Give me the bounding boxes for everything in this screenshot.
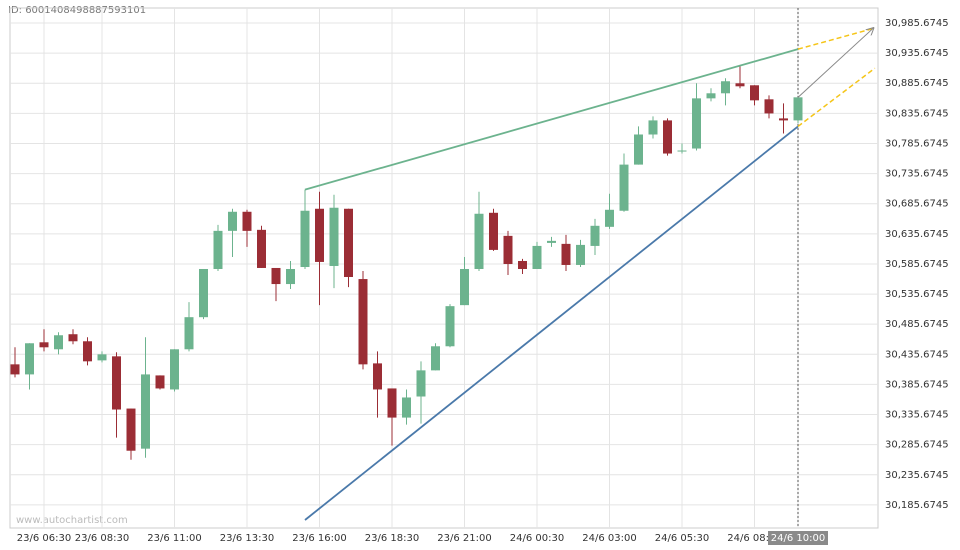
x-tick-label: 24/6 05:30: [655, 533, 709, 544]
candle-body: [634, 134, 643, 165]
candle-body: [561, 243, 571, 265]
trend-line: [304, 125, 799, 521]
y-tick-label: 30,635.6745: [885, 229, 949, 240]
candle-body: [286, 268, 295, 285]
y-tick-label: 30,335.6745: [885, 410, 949, 421]
candle-body: [344, 208, 353, 278]
candle-body: [402, 397, 411, 418]
candle-body: [373, 363, 382, 390]
x-tick-label: 24/6 10:00: [771, 533, 825, 544]
candle-body: [590, 225, 600, 246]
candle-body: [735, 83, 745, 87]
candle-body: [329, 207, 339, 266]
trend-line: [304, 48, 799, 191]
candle-body: [271, 267, 281, 285]
candle-body: [112, 356, 121, 410]
candle-body: [692, 98, 701, 149]
candle-body: [97, 354, 107, 361]
projection-arrow: [797, 28, 873, 98]
candle-body: [358, 279, 368, 365]
y-tick-label: 30,685.6745: [885, 199, 949, 210]
candle-body: [228, 211, 237, 231]
candle-body: [750, 85, 759, 101]
y-tick-label: 30,235.6745: [885, 470, 949, 481]
x-tick-label: 23/6 11:00: [147, 533, 201, 544]
candle-body: [155, 375, 165, 389]
y-tick-label: 30,735.6745: [885, 169, 949, 180]
y-tick-label: 30,535.6745: [885, 289, 949, 300]
candle-body: [213, 230, 223, 269]
x-tick-label: 23/6 06:30: [17, 533, 71, 544]
x-tick-label: 24/6 03:00: [582, 533, 636, 544]
candle-body: [532, 245, 542, 269]
y-tick-label: 30,885.6745: [885, 78, 949, 89]
candle-body: [619, 164, 629, 211]
candle-body: [474, 213, 484, 269]
candle-body: [779, 118, 788, 121]
y-tick-label: 30,585.6745: [885, 259, 949, 270]
candle-body: [242, 211, 252, 231]
x-tick-label: 24/6 08:00: [727, 533, 781, 544]
candle-body: [793, 97, 803, 121]
y-tick-label: 30,985.6745: [885, 18, 949, 29]
y-tick-label: 30,435.6745: [885, 349, 949, 360]
trend-line: [797, 67, 876, 128]
candle-body: [170, 349, 179, 390]
candle-body: [184, 317, 194, 350]
x-tick-label: 24/6 00:30: [510, 533, 564, 544]
trend-line: [797, 27, 876, 50]
candle-body: [576, 244, 585, 265]
y-tick-label: 30,485.6745: [885, 319, 949, 330]
x-tick-label: 23/6 18:30: [365, 533, 419, 544]
x-tick-label: 23/6 16:00: [292, 533, 346, 544]
candle-body: [677, 150, 687, 152]
candle-body: [54, 335, 63, 350]
candle-body: [663, 120, 672, 154]
candle-body: [503, 235, 513, 264]
candle-body: [83, 341, 92, 362]
candle-body: [68, 334, 78, 342]
candle-body: [257, 229, 266, 268]
candle-body: [199, 268, 208, 318]
candle-body: [518, 260, 527, 269]
candle-body: [706, 93, 716, 99]
x-tick-label: 23/6 08:30: [75, 533, 129, 544]
x-tick-label: 23/6 13:30: [220, 533, 274, 544]
watermark: www.autochartist.com: [16, 515, 128, 526]
y-tick-label: 30,185.6745: [885, 500, 949, 511]
y-tick-label: 30,385.6745: [885, 379, 949, 390]
candle-body: [460, 268, 469, 306]
candle-body: [315, 208, 324, 262]
chart-id: ID: 6001408498887593101: [8, 5, 146, 16]
candle-body: [10, 364, 20, 375]
candle-body: [39, 342, 49, 348]
y-tick-label: 30,935.6745: [885, 48, 949, 59]
candle-body: [764, 99, 774, 114]
candle-body: [605, 209, 614, 227]
candle-body: [547, 240, 556, 243]
x-tick-label: 23/6 21:00: [437, 533, 491, 544]
candle-body: [141, 374, 150, 449]
candle-body: [489, 212, 498, 250]
y-tick-label: 30,285.6745: [885, 440, 949, 451]
candle-body: [648, 120, 658, 135]
candle-body: [416, 370, 426, 397]
candle-body: [25, 343, 34, 375]
candle-body: [721, 81, 730, 94]
candle-body: [300, 210, 310, 268]
plot-frame: [9, 7, 879, 529]
candle-body: [431, 346, 440, 371]
x-label-highlight: [768, 531, 828, 545]
candle-body: [387, 388, 397, 418]
y-tick-label: 30,785.6745: [885, 138, 949, 149]
candle-body: [445, 306, 455, 347]
candle-body: [126, 408, 136, 451]
y-tick-label: 30,835.6745: [885, 108, 949, 119]
